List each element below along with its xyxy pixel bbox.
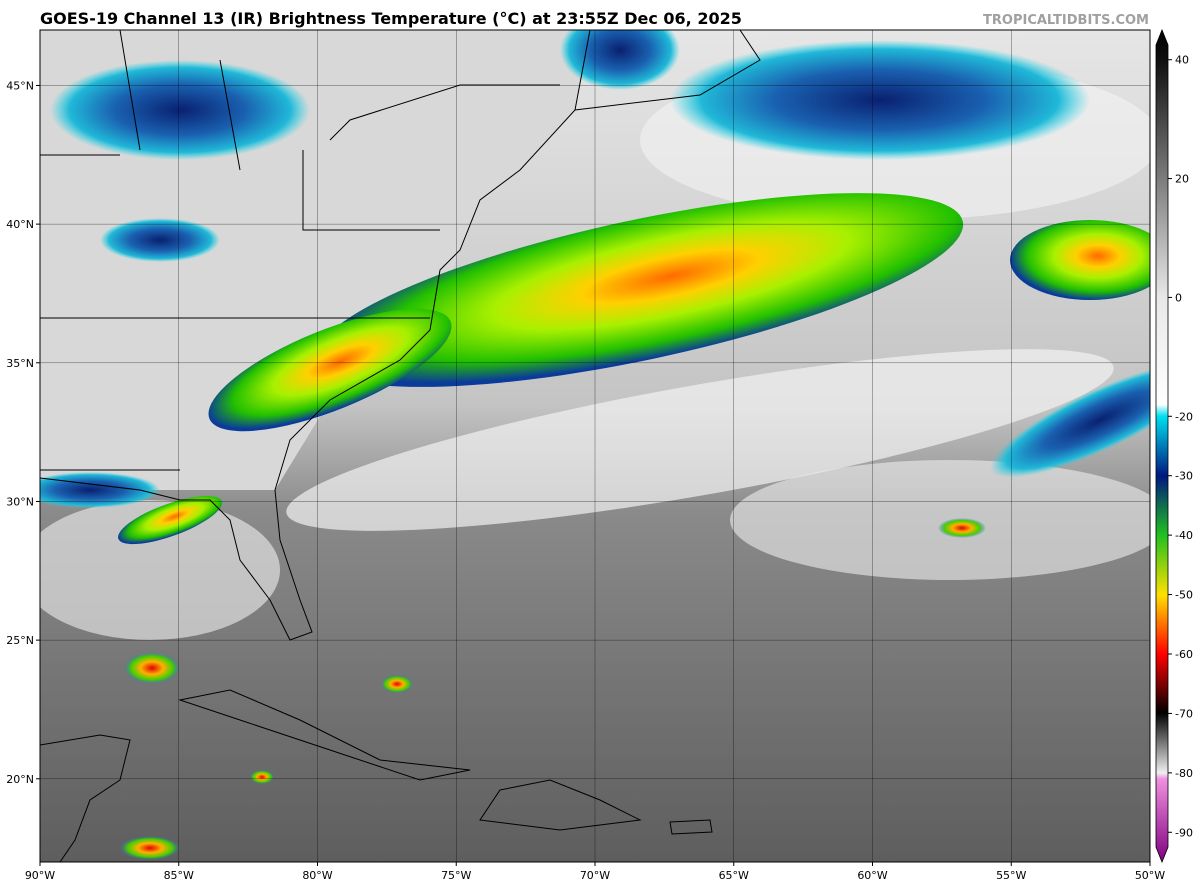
y-tick-label: 35°N (6, 357, 34, 370)
colorbar-label: -30 (1175, 470, 1193, 483)
x-tick-label: 65°W (719, 869, 749, 882)
frontal-band (118, 495, 222, 545)
colorbar-label: 20 (1175, 173, 1189, 186)
frontal-band (1010, 220, 1150, 300)
y-tick-label: 25°N (6, 634, 34, 647)
imagery (40, 30, 1150, 862)
colorbar-label: -60 (1175, 648, 1193, 661)
convection (250, 770, 274, 784)
x-tick-label: 60°W (857, 869, 887, 882)
cloud-cold (670, 40, 1090, 160)
colorbar (1155, 28, 1169, 864)
x-tick-label: 70°W (580, 869, 610, 882)
y-tick-label: 20°N (6, 773, 34, 786)
frontal-band (208, 308, 452, 432)
cloud-cold (40, 472, 160, 508)
cloud (730, 460, 1150, 580)
map-title: GOES-19 Channel 13 (IR) Brightness Tempe… (40, 9, 742, 28)
colorbar-label: -40 (1175, 529, 1193, 542)
coastlines (40, 30, 761, 862)
colorbar-label: -90 (1175, 826, 1193, 839)
cloud (286, 349, 1114, 531)
x-tick-label: 55°W (996, 869, 1026, 882)
cloud (40, 500, 280, 640)
cloud-cold (560, 30, 680, 90)
colorbar-label: -20 (1175, 410, 1193, 423)
y-tick-label: 40°N (6, 218, 34, 231)
colorbar-label: 0 (1175, 291, 1182, 304)
cloud-cold (990, 362, 1150, 478)
x-tick-label: 90°W (25, 869, 55, 882)
credit: TROPICALTIDBITS.COM (983, 13, 1149, 28)
convection (381, 675, 413, 693)
convection (938, 518, 986, 538)
axes: 90°W 85°W 80°W 75°W 70°W 65°W 60°W 55°W 50°W 20°N… (6, 30, 1193, 882)
frontal-band (316, 193, 964, 387)
colorbar-label: 40 (1175, 54, 1189, 67)
x-tick-label: 75°W (441, 869, 471, 882)
convection (124, 652, 180, 684)
cloud-cold (100, 218, 220, 262)
x-tick-label: 85°W (164, 869, 194, 882)
y-tick-label: 45°N (6, 79, 34, 92)
colorbar-label: -80 (1175, 767, 1193, 780)
x-tick-label: 80°W (302, 869, 332, 882)
cloud-cold (50, 60, 310, 160)
colorbar-label: -70 (1175, 707, 1193, 720)
colorbar-label: -50 (1175, 589, 1193, 602)
x-tick-label: 50°W (1135, 869, 1165, 882)
y-tick-label: 30°N (6, 495, 34, 508)
convection (120, 836, 180, 860)
